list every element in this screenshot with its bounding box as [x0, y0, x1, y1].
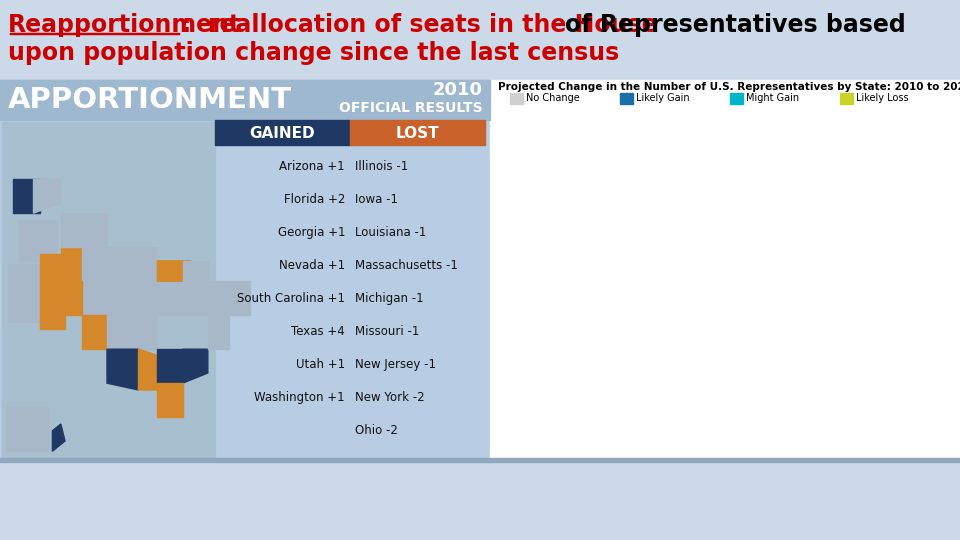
Polygon shape	[207, 281, 228, 315]
Text: Likely Gain: Likely Gain	[636, 93, 689, 103]
Polygon shape	[182, 349, 207, 383]
Bar	[0, 0, 960, 80]
Text: Massachusetts -1: Massachusetts -1	[355, 259, 458, 272]
Text: Florida +2: Florida +2	[283, 193, 345, 206]
Polygon shape	[82, 315, 107, 349]
Bar	[0, 80, 490, 120]
Polygon shape	[82, 213, 107, 247]
Polygon shape	[132, 247, 157, 281]
Text: Illinois -1: Illinois -1	[355, 160, 408, 173]
Text: 2010: 2010	[433, 81, 483, 99]
Text: Ohio -2: Ohio -2	[355, 424, 397, 437]
Text: Washington +1: Washington +1	[254, 391, 345, 404]
Polygon shape	[82, 247, 107, 281]
Text: Michigan -1: Michigan -1	[355, 292, 423, 305]
Polygon shape	[182, 281, 207, 315]
Polygon shape	[60, 213, 82, 247]
Text: New York -2: New York -2	[355, 391, 424, 404]
Text: LOST: LOST	[396, 125, 440, 140]
Text: Nevada +1: Nevada +1	[278, 259, 345, 272]
Polygon shape	[182, 261, 207, 281]
Polygon shape	[138, 349, 159, 390]
Polygon shape	[60, 247, 82, 281]
Text: upon population change since the last census: upon population change since the last ce…	[8, 41, 619, 65]
Bar	[620, 93, 633, 104]
Polygon shape	[53, 424, 65, 451]
Polygon shape	[157, 349, 182, 383]
Bar	[0, 80, 490, 460]
Text: Texas +4: Texas +4	[291, 325, 345, 338]
Polygon shape	[107, 247, 132, 281]
Bar	[730, 93, 743, 104]
Polygon shape	[157, 383, 182, 417]
Text: GAINED: GAINED	[250, 125, 315, 140]
Bar	[510, 93, 523, 104]
Text: New Jersey -1: New Jersey -1	[355, 358, 436, 371]
Polygon shape	[82, 281, 107, 315]
Text: OFFICIAL RESULTS: OFFICIAL RESULTS	[340, 101, 483, 115]
Bar	[350, 120, 485, 145]
Polygon shape	[107, 315, 132, 349]
Bar	[215, 120, 350, 145]
Bar	[0, 458, 960, 462]
Text: South Carolina +1: South Carolina +1	[237, 292, 345, 305]
Polygon shape	[39, 295, 65, 329]
Polygon shape	[228, 281, 250, 315]
Polygon shape	[60, 281, 82, 315]
Polygon shape	[9, 264, 39, 322]
Polygon shape	[132, 281, 157, 315]
Text: Iowa -1: Iowa -1	[355, 193, 398, 206]
Polygon shape	[19, 220, 39, 261]
Text: Likely Loss: Likely Loss	[856, 93, 908, 103]
Polygon shape	[157, 261, 191, 281]
Polygon shape	[157, 281, 182, 315]
Text: Utah +1: Utah +1	[296, 358, 345, 371]
Polygon shape	[132, 315, 157, 349]
Text: Might Gain: Might Gain	[746, 93, 799, 103]
Text: No Change: No Change	[526, 93, 580, 103]
Text: Georgia +1: Georgia +1	[277, 226, 345, 239]
Text: Projected Change in the Number of U.S. Representatives by State: 2010 to 2020: Projected Change in the Number of U.S. R…	[498, 82, 960, 92]
Text: Arizona +1: Arizona +1	[279, 160, 345, 173]
Bar	[490, 80, 960, 460]
Bar	[840, 93, 853, 104]
Polygon shape	[39, 254, 60, 295]
Text: Missouri -1: Missouri -1	[355, 325, 420, 338]
Polygon shape	[12, 179, 39, 213]
Polygon shape	[207, 315, 228, 349]
Text: of Representatives based: of Representatives based	[565, 13, 905, 37]
Polygon shape	[39, 220, 57, 254]
Text: Reapportionment: Reapportionment	[8, 13, 241, 37]
Polygon shape	[6, 407, 48, 451]
Text: APPORTIONMENT: APPORTIONMENT	[8, 86, 292, 114]
Polygon shape	[107, 281, 132, 315]
Bar	[2, 122, 215, 458]
Polygon shape	[34, 179, 60, 213]
Text: :  reallocation of seats in the House: : reallocation of seats in the House	[182, 13, 666, 37]
Polygon shape	[107, 349, 138, 390]
Text: Louisiana -1: Louisiana -1	[355, 226, 426, 239]
